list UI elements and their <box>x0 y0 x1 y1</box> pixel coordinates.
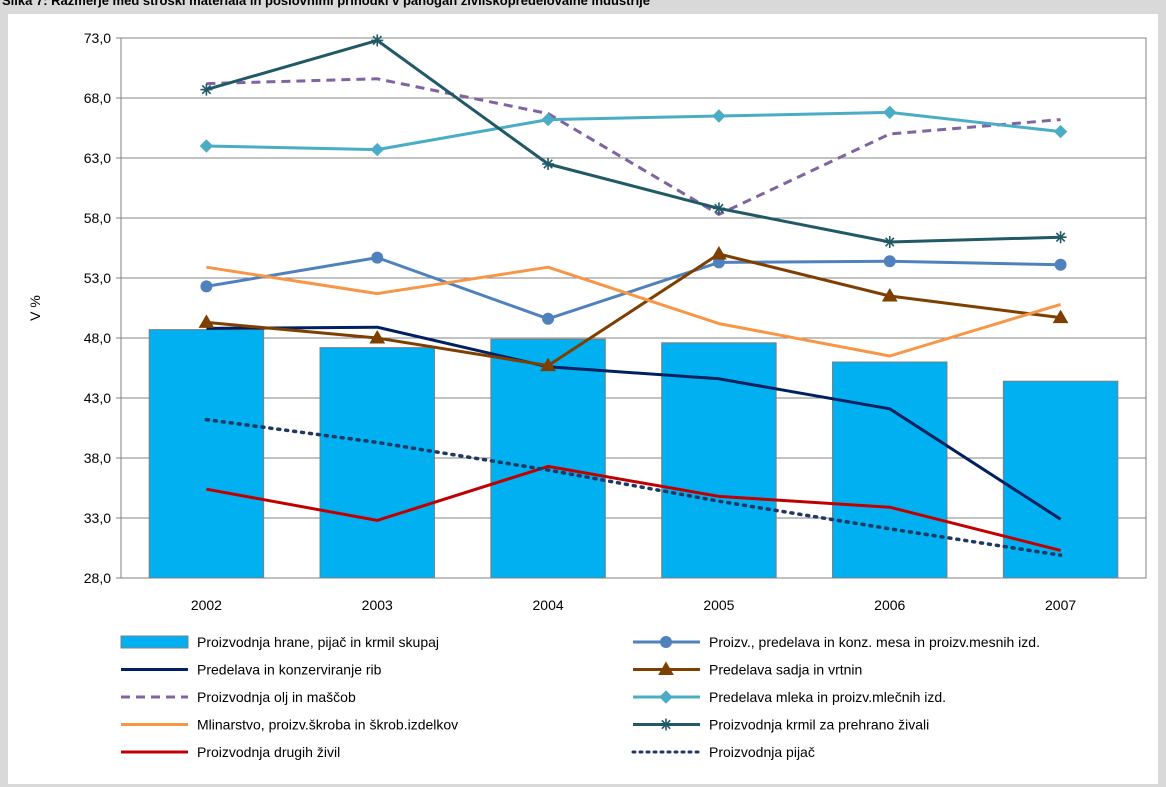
data-point <box>1054 258 1067 271</box>
y-tick-label: 73,0 <box>84 30 111 46</box>
data-point <box>1052 309 1069 324</box>
y-tick-label: 38,0 <box>84 450 111 466</box>
data-point <box>883 255 896 268</box>
legend-label: Predelava in konzerviranje rib <box>197 662 382 678</box>
data-point <box>198 314 215 328</box>
data-point <box>370 142 384 157</box>
bar <box>319 347 435 579</box>
legend-marker <box>658 661 674 675</box>
data-point <box>883 236 896 248</box>
data-point <box>541 112 555 127</box>
bar <box>661 342 777 579</box>
data-point <box>199 139 214 153</box>
y-tick-label: 33,0 <box>84 510 111 526</box>
data-point <box>200 83 213 96</box>
bar <box>148 329 265 579</box>
legend-swatch <box>120 635 189 649</box>
x-tick-label: 2004 <box>533 597 564 613</box>
y-tick-label: 63,0 <box>84 150 111 166</box>
x-tick-label: 2002 <box>191 597 222 613</box>
x-tick-label: 2003 <box>362 597 393 613</box>
y-tick-label: 43,0 <box>84 390 111 406</box>
y-tick-label: 68,0 <box>84 90 111 106</box>
y-tick-label: 28,0 <box>84 570 111 586</box>
legend-label: Proizvodnja pijač <box>709 744 815 760</box>
series-line <box>206 256 1061 321</box>
y-tick-label: 53,0 <box>84 270 111 286</box>
legend-label: Proizvodnja hrane, pijač in krmil skupaj <box>197 634 439 650</box>
bar <box>490 338 606 579</box>
series-line <box>206 265 1062 358</box>
legend-label: Mlinarstvo, proizv.škroba in škrob.izdel… <box>197 717 458 733</box>
series-line <box>204 417 1063 557</box>
legend-marker <box>660 718 672 731</box>
legend-label: Proizvodnja krmil za prehrano živali <box>709 717 929 733</box>
y-tick-label: 48,0 <box>84 330 111 346</box>
bar <box>1002 380 1119 579</box>
series-line <box>206 252 1061 368</box>
legend-marker <box>660 636 672 648</box>
series-line <box>206 110 1061 152</box>
data-point <box>883 105 897 120</box>
data-point <box>712 202 725 215</box>
data-point <box>542 158 555 170</box>
data-point <box>369 330 386 344</box>
chart-svg: 28,0 33,0 38,0 43,0 48,0 53,0 58,0 63,0 68,0 73,0… <box>27 30 1147 760</box>
y-tick-label: 58,0 <box>84 210 111 226</box>
legend-label: Predelava mleka in proizv.mlečnih izd. <box>709 689 946 705</box>
x-tick-label: 2006 <box>874 597 905 613</box>
bar <box>832 361 948 579</box>
data-point <box>712 109 726 123</box>
data-point <box>711 246 727 260</box>
data-point <box>1054 231 1067 244</box>
series-line <box>206 38 1061 244</box>
legend-label: Proizv., predelava in konz. mesa in proi… <box>709 634 1040 650</box>
data-point <box>371 34 384 47</box>
data-point <box>200 280 213 293</box>
chart-title: Slika 7: Razmerje med stroški materiala … <box>2 0 651 8</box>
series-line <box>206 325 1062 521</box>
chart-panel: 28,0 33,0 38,0 43,0 48,0 53,0 58,0 63,0 68,0 73,0… <box>8 14 1158 784</box>
y-axis-label: V % <box>27 295 43 321</box>
data-point <box>542 312 555 325</box>
legend-marker <box>659 690 673 704</box>
legend-label: Proizvodnja drugih živil <box>197 744 340 760</box>
x-tick-label: 2007 <box>1045 597 1076 613</box>
x-tick-label: 2005 <box>703 597 734 613</box>
series-line <box>206 77 1061 216</box>
data-point <box>1053 124 1068 139</box>
series-line <box>206 464 1061 552</box>
legend-label: Proizvodnja olj in maščob <box>197 689 356 705</box>
legend-label: Predelava sadja in vrtnin <box>709 662 862 678</box>
data-point <box>881 288 898 302</box>
data-point <box>540 357 556 372</box>
data-point <box>371 251 384 264</box>
